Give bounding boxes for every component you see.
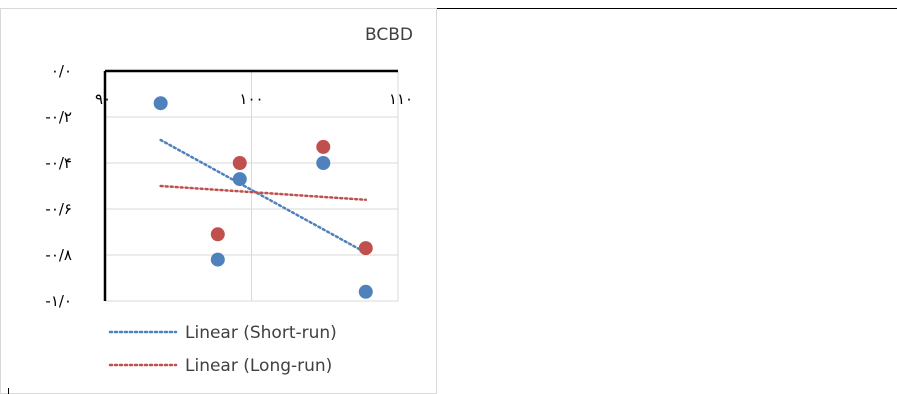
x-tick-label: ۱۱۰ xyxy=(389,90,413,108)
trendlines xyxy=(159,138,368,254)
point-red xyxy=(210,227,225,242)
chart-title: BCBD xyxy=(365,25,413,45)
y-tick-label: -۰/۸ xyxy=(45,246,72,264)
scatter-chart: ۰/۰ -۰/۲ -۰/۴ -۰/۶ -۰/۸ -۱/۰ ۹۰ ۱۰۰ ۱۱۰ BCBD Lin… xyxy=(45,25,413,376)
point-red xyxy=(316,139,331,154)
x-tick-label: ۱۰۰ xyxy=(239,90,263,108)
y-tick-label: -۰/۲ xyxy=(45,108,72,126)
grid xyxy=(105,71,399,302)
trendline-long-run xyxy=(159,184,368,202)
document-top-rule xyxy=(0,8,897,9)
y-tick-label: -۱/۰ xyxy=(45,292,72,310)
point-blue xyxy=(232,172,247,187)
legend: Linear (Short-run) Linear (Long-run) xyxy=(108,323,337,376)
point-red xyxy=(358,241,373,256)
chart-frame xyxy=(0,8,437,394)
tick-labels: ۰/۰ -۰/۲ -۰/۴ -۰/۶ -۰/۸ -۱/۰ ۹۰ ۱۰۰ ۱۱۰ xyxy=(45,62,413,310)
legend-label: Linear (Long-run) xyxy=(185,356,332,376)
document-corner-mark xyxy=(8,388,9,394)
point-blue xyxy=(210,252,225,267)
point-blue xyxy=(358,284,373,299)
trendline-short-run xyxy=(159,138,368,254)
y-tick-label: -۰/۴ xyxy=(45,154,72,172)
point-blue xyxy=(153,96,168,111)
legend-label: Linear (Short-run) xyxy=(185,323,337,343)
y-tick-label: ۰/۰ xyxy=(51,62,72,80)
point-red xyxy=(232,156,247,170)
data-points xyxy=(153,96,373,299)
axes xyxy=(103,69,398,301)
y-tick-label: -۰/۶ xyxy=(45,200,72,218)
x-tick-label: ۹۰ xyxy=(95,90,111,108)
point-blue xyxy=(316,156,331,170)
